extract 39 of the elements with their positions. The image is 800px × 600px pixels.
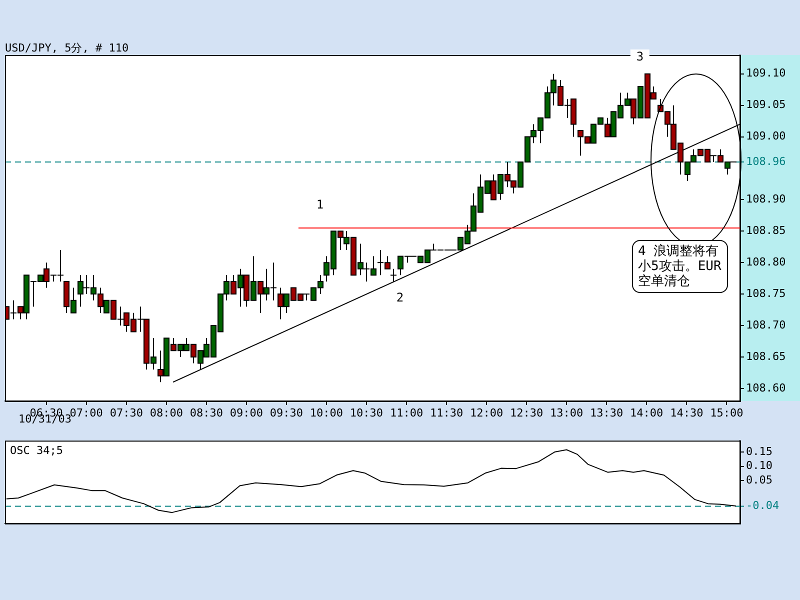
y-tick-label: 108.65 [746,350,786,363]
y-tick-label: 108.85 [746,224,786,238]
y-tick-label: 108.60 [746,381,786,394]
x-tick-label: 10:00 [310,406,344,420]
x-tick-label: 15:00 [710,406,744,420]
chart-title: OSC 34;5 [10,444,63,457]
x-tick-label: 10:30 [350,406,384,420]
x-tick-label: 12:30 [510,406,544,420]
x-tick-label: 07:30 [110,406,143,420]
x-tick-label: 07:00 [70,406,103,420]
chart-title: USD/JPY, 5分, # 110 [5,41,129,54]
annotation: 4 浪调整将有小5攻击。EUR空单清仓 [632,240,728,293]
annotation: 2 [396,290,404,306]
x-tick-label: 09:30 [270,406,304,420]
x-tick-label: 12:00 [470,406,504,420]
y-tick-label: 108.90 [746,192,786,206]
annotation: 3 [630,50,650,64]
y-tick-label: 108.75 [746,286,786,300]
ref-line-label: 108.96 [746,154,786,168]
annotation: 1 [316,198,324,212]
candlestick [390,268,397,282]
y-tick-label: 109.10 [746,66,786,80]
ref-line-label: -0.04 [746,499,780,512]
y-tick-label: 108.70 [746,318,786,332]
y-tick-label: 109.00 [746,130,786,143]
x-tick-label: 13:30 [590,406,624,420]
x-tick-label: 08:00 [150,406,183,420]
x-tick-label: 13:00 [550,406,584,420]
y-tick-label: 0.15 [746,444,772,458]
y-tick-label: 0.10 [746,459,772,472]
x-tick-label: 11:30 [430,406,464,420]
x-tick-label: 11:00 [390,406,424,420]
x-tick-label: 08:30 [190,406,223,420]
x-tick-label: 14:30 [670,406,704,420]
x-tick-label: 09:00 [230,406,264,420]
y-tick-label: 108.80 [746,255,786,268]
y-tick-label: 0.05 [746,473,772,486]
x-tick-label: 14:00 [630,406,664,420]
y-tick-label: 109.05 [746,98,786,112]
